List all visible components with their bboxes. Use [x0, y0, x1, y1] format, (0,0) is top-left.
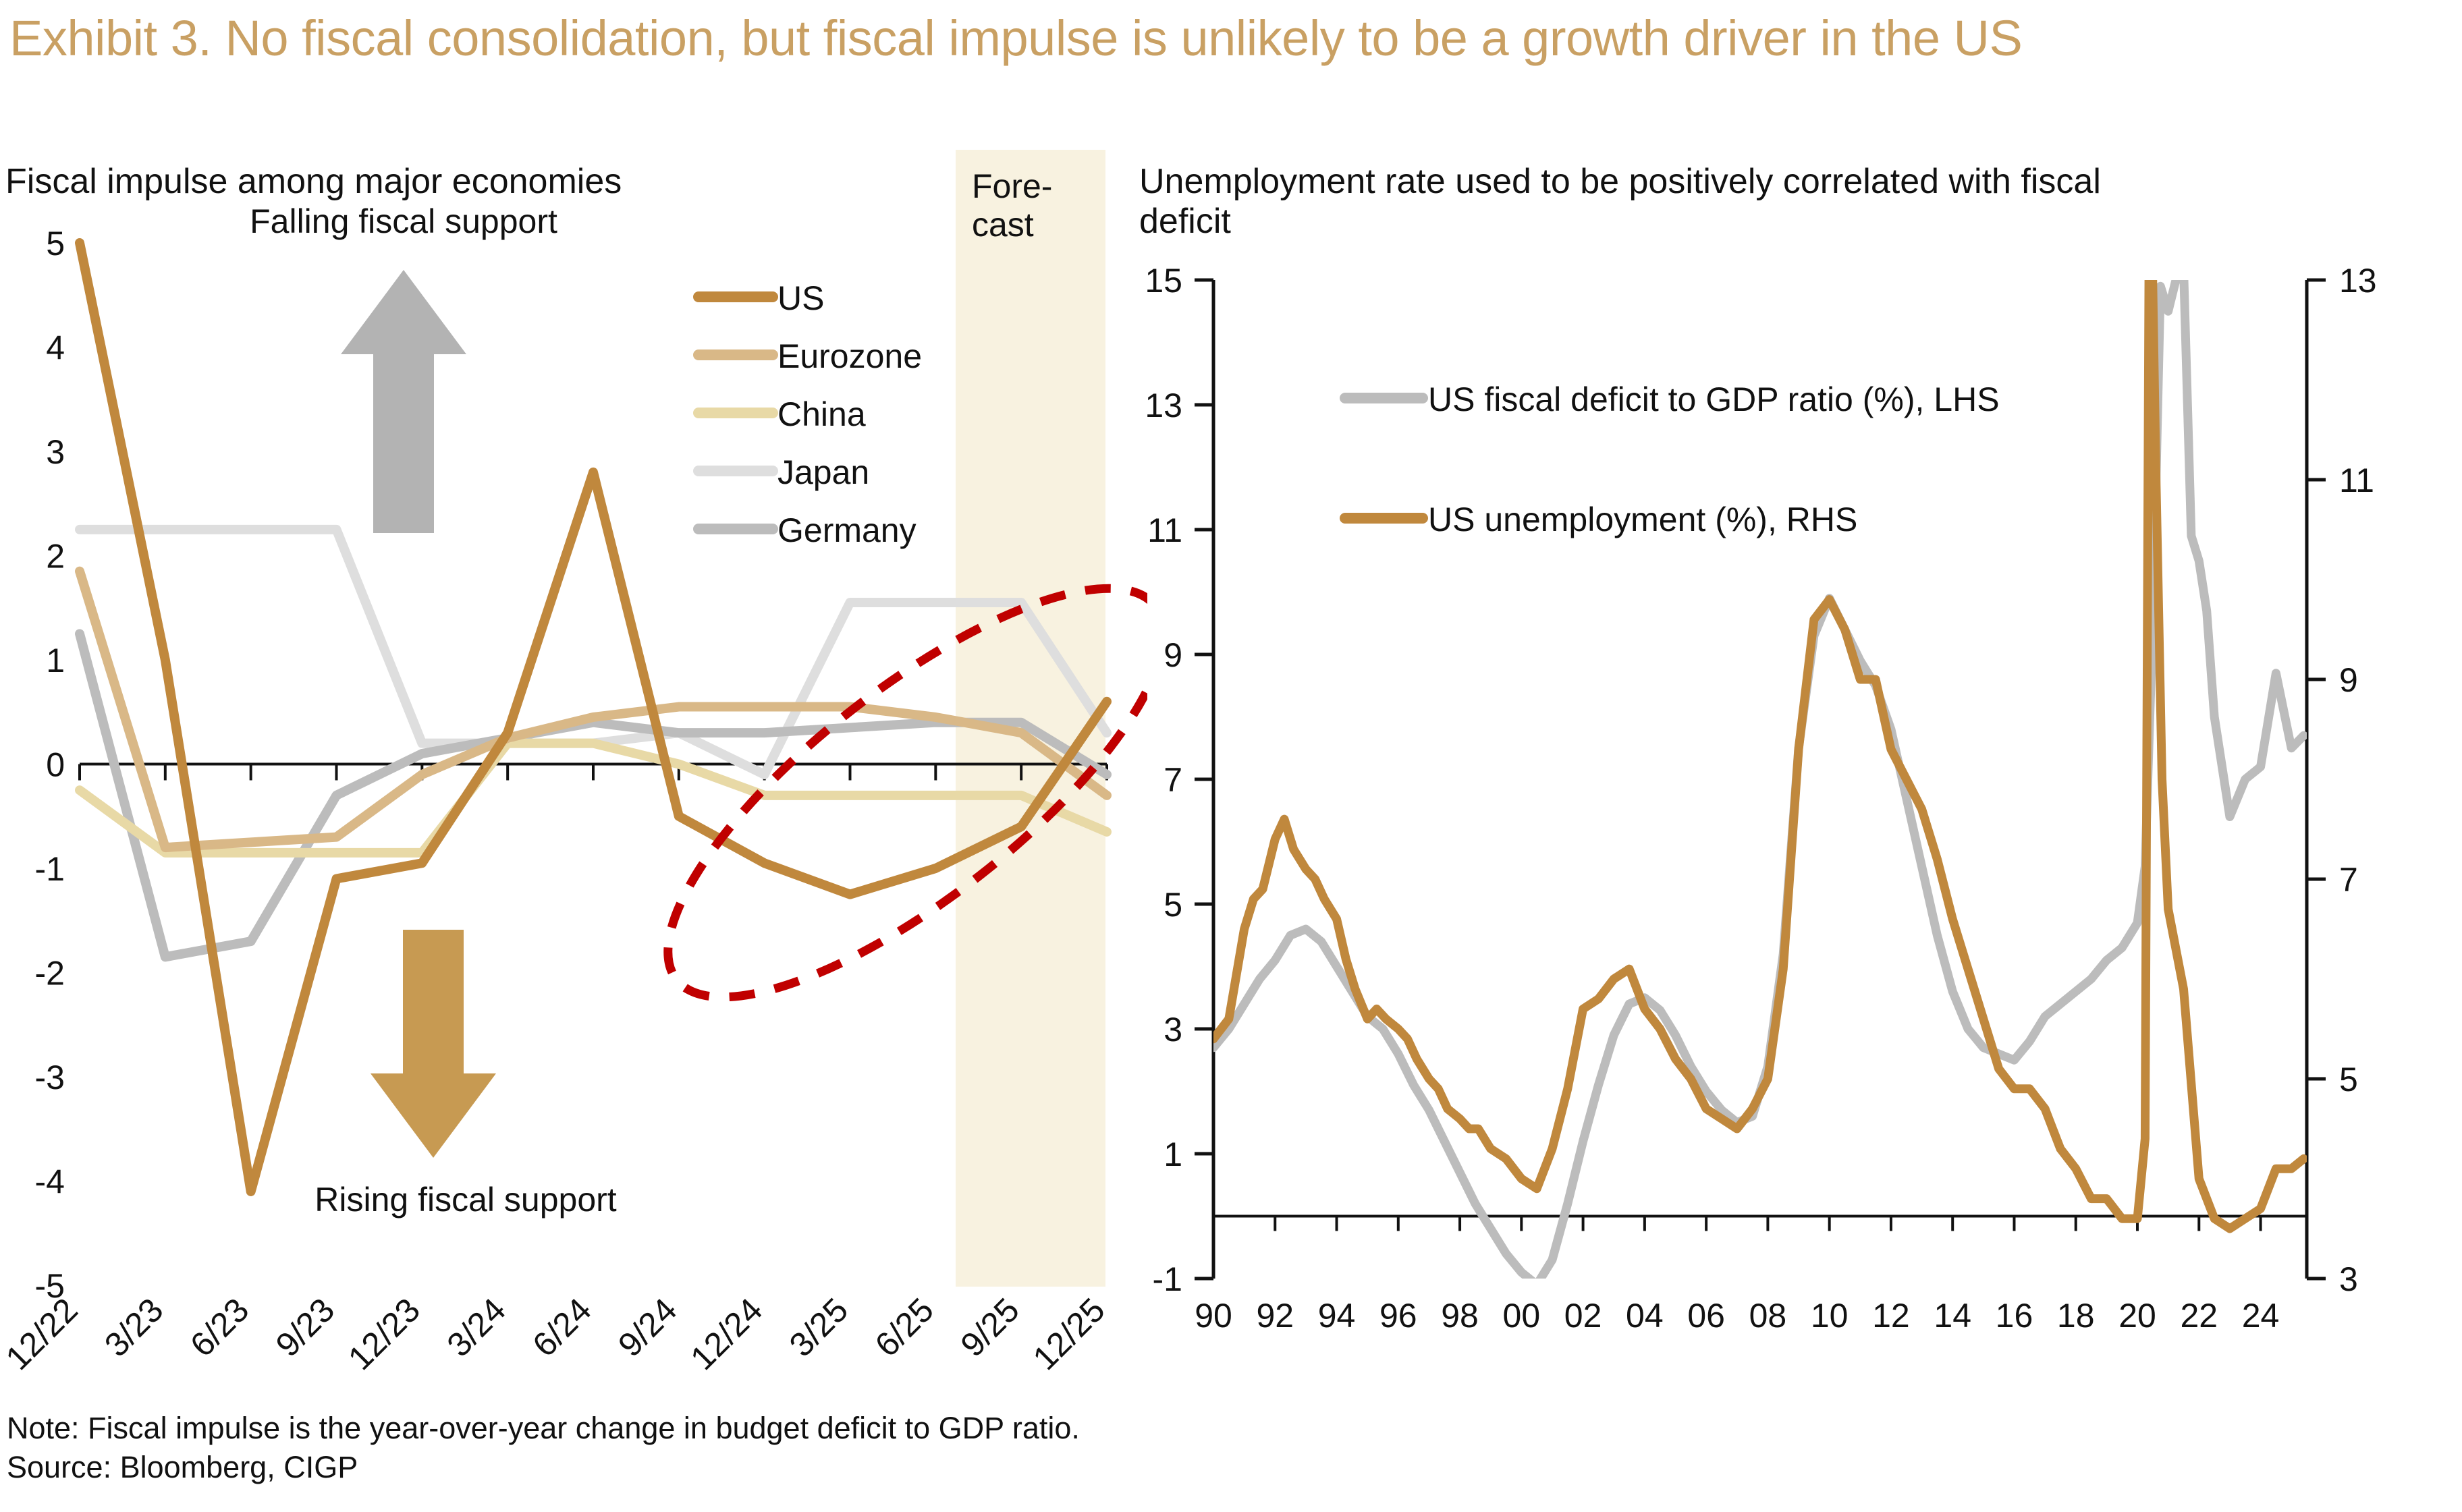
left-chart-x-tick-label: 9/25: [954, 1291, 1027, 1364]
right-chart-x-tickmarks: [1212, 1216, 2262, 1231]
rising-fiscal-support-label: Rising fiscal support: [314, 1181, 617, 1219]
legend-label-germany: Germany: [777, 511, 917, 549]
forecast-label: Fore-cast: [972, 167, 1053, 244]
left-chart-line-china: [75, 738, 1112, 858]
left-chart-line-germany: [75, 629, 1112, 962]
right-chart-right-tick-label: 7: [2339, 861, 2358, 899]
left-chart-x-tickmarks: [78, 764, 1108, 781]
right-chart-right-tick-label: 13: [2339, 262, 2377, 300]
left-chart-x-tick-label: 6/23: [183, 1291, 256, 1364]
legend-label-china: China: [777, 395, 866, 433]
right-chart-x-tick-label: 08: [1749, 1297, 1787, 1335]
left-chart-x-tick-label: 12/23: [341, 1291, 427, 1377]
legend-label-fiscal-deficit: US fiscal deficit to GDP ratio (%), LHS: [1428, 381, 2000, 418]
left-chart-x-tick-label: 9/23: [269, 1291, 341, 1364]
left-chart-y-tick-label: -5: [35, 1267, 65, 1305]
left-chart-x-tick-label: 12/24: [683, 1291, 769, 1377]
left-chart-line-eurozone: [75, 566, 1112, 853]
right-chart-x-tick-label: 92: [1256, 1297, 1294, 1335]
right-chart-x-tick-label: 10: [1811, 1297, 1849, 1335]
left-chart-legend: US Eurozone China Japan Germany: [693, 279, 922, 549]
right-chart-left-tick-label: 5: [1164, 886, 1182, 924]
note-text: Note: Fiscal impulse is the year-over-ye…: [7, 1411, 1080, 1445]
right-chart-line-fiscal-deficit: [1213, 280, 2307, 1279]
footnotes: Note: Fiscal impulse is the year-over-ye…: [7, 1409, 1080, 1486]
right-chart-x-tick-label: 16: [1996, 1297, 2033, 1335]
right-chart-x-tick-label: 14: [1934, 1297, 1971, 1335]
right-chart-left-tick-label: 1: [1164, 1136, 1182, 1173]
left-chart-series-group: [75, 238, 1112, 1196]
right-chart-line-unemployment: [1213, 280, 2307, 1233]
left-chart-x-tick-label: 3/25: [782, 1291, 855, 1364]
left-chart-line-us: [75, 238, 1112, 1196]
right-chart-left-tick-label: 3: [1164, 1011, 1182, 1048]
right-chart-left-tick-label: -1: [1153, 1260, 1182, 1298]
left-chart-y-tick-label: 5: [46, 225, 65, 262]
down-arrow-icon: [371, 930, 496, 1158]
unemployment-deficit-chart: 15 13 11 9 7 5 3 1 -1 13 11 9 7 5 3 90 92 94 96 98 00 02 04 0…: [1145, 262, 2377, 1335]
right-chart-left-tick-label: 11: [1147, 511, 1182, 549]
right-chart-x-tick-label: 06: [1687, 1297, 1725, 1335]
left-chart-x-tick-label: 6/25: [868, 1291, 941, 1364]
left-chart-y-tick-label: -3: [35, 1059, 65, 1096]
right-chart-x-tick-label: 00: [1503, 1297, 1541, 1335]
right-chart-x-tick-label: 24: [2242, 1297, 2280, 1335]
left-chart-y-tick-label: -2: [35, 955, 65, 992]
right-chart-x-tick-label: 02: [1564, 1297, 1602, 1335]
page-title: Exhibit 3. No fiscal consolidation, but …: [9, 10, 2023, 66]
right-chart-left-tick-label: 7: [1164, 761, 1182, 799]
left-chart-x-tick-label: 3/24: [440, 1291, 513, 1364]
left-chart-y-tick-label: 3: [46, 433, 65, 471]
right-chart-right-tick-label: 5: [2339, 1061, 2358, 1098]
left-chart-annotations: Falling fiscal support Rising fiscal sup…: [250, 202, 1147, 1219]
up-arrow-icon: [341, 270, 466, 533]
legend-label-unemployment: US unemployment (%), RHS: [1428, 501, 1857, 538]
right-chart-left-tick-label: 15: [1145, 262, 1182, 300]
right-chart-x-tick-label: 18: [2057, 1297, 2095, 1335]
falling-fiscal-support-label: Falling fiscal support: [250, 202, 557, 240]
right-chart-legend: US fiscal deficit to GDP ratio (%), LHS U…: [1340, 381, 2000, 538]
left-chart-title: Fiscal impulse among major economies: [5, 162, 622, 201]
left-chart-y-tick-label: 1: [46, 642, 65, 679]
right-chart-x-tick-label: 20: [2118, 1297, 2156, 1335]
left-chart-y-tick-label: 2: [46, 538, 65, 576]
legend-label-eurozone: Eurozone: [777, 337, 922, 375]
right-chart-x-axis: 90 92 94 96 98 00 02 04 06 08 10 12 14 16 18 20 22 24: [1195, 1297, 2279, 1335]
left-chart-x-tick-label: 3/23: [97, 1291, 170, 1364]
source-text: Source: Bloomberg, CIGP: [7, 1449, 358, 1484]
left-chart-line-japan: [75, 524, 1112, 779]
right-chart-x-tick-label: 90: [1195, 1297, 1232, 1335]
right-chart-x-tick-label: 94: [1318, 1297, 1356, 1335]
left-chart-y-tick-label: -4: [35, 1163, 65, 1201]
left-chart-x-tick-label: 12/25: [1026, 1291, 1112, 1377]
right-chart-left-tick-label: 13: [1145, 387, 1182, 424]
legend-label-us: US: [777, 279, 824, 317]
highlight-ellipse: [663, 584, 1147, 1002]
left-chart-y-tick-label: -1: [35, 850, 65, 888]
right-chart-x-tick-label: 22: [2180, 1297, 2218, 1335]
left-chart-y-tick-label: 4: [46, 329, 65, 367]
right-chart-series-group: [1213, 280, 2307, 1279]
right-chart-x-tick-label: 96: [1379, 1297, 1417, 1335]
right-chart-right-tick-label: 11: [2339, 461, 2374, 499]
left-chart-y-axis: 5 4 3 2 1 0 -1 -2 -3 -4 -5: [35, 225, 65, 1305]
right-chart-x-tick-label: 98: [1441, 1297, 1479, 1335]
left-chart-y-tick-label: 0: [46, 746, 65, 784]
right-chart-left-tick-label: 9: [1164, 636, 1182, 674]
left-chart-x-tick-label: 6/24: [525, 1291, 598, 1364]
right-chart-right-axis: 13 11 9 7 5 3: [2307, 262, 2377, 1298]
right-chart-x-tick-label: 12: [1872, 1297, 1910, 1335]
legend-label-japan: Japan: [777, 453, 869, 491]
left-chart-x-tick-label: 9/24: [611, 1291, 684, 1364]
right-chart-right-tick-label: 9: [2339, 661, 2358, 699]
right-chart-title: Unemployment rate used to be positively …: [1139, 162, 2101, 241]
right-chart-right-tick-label: 3: [2339, 1260, 2358, 1298]
right-chart-x-tick-label: 04: [1626, 1297, 1664, 1335]
right-chart-left-axis: 15 13 11 9 7 5 3 1 -1: [1145, 262, 1213, 1298]
